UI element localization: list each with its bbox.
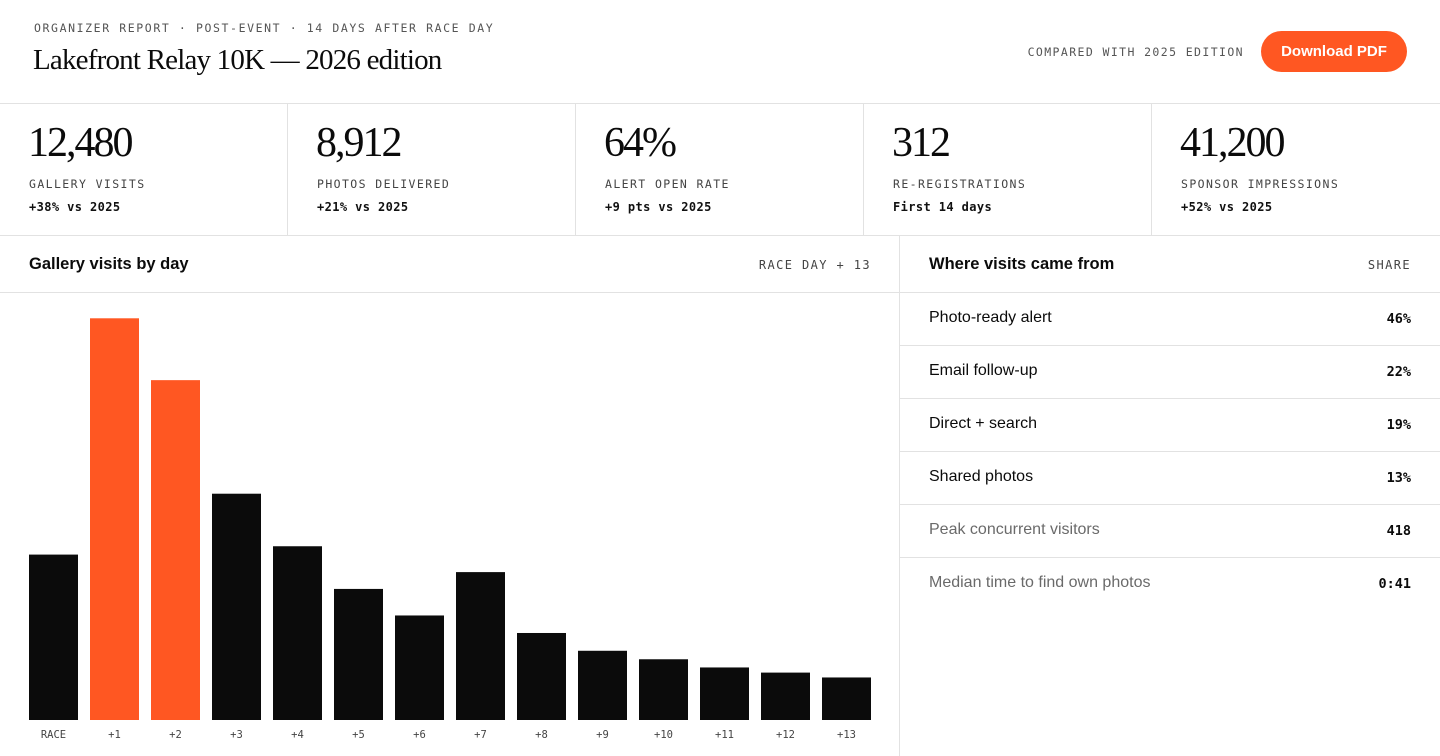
report-eyebrow: ORGANIZER REPORT · POST-EVENT · 14 DAYS … — [34, 21, 495, 35]
source-row-direct-search: Direct + search 19% — [900, 399, 1440, 452]
source-label: Direct + search — [929, 415, 1038, 432]
x-tick-label: +9 — [596, 729, 609, 741]
x-tick-label: +8 — [535, 729, 548, 741]
share-column-label: SHARE — [1367, 258, 1411, 272]
stat-value: 0:41 — [1378, 576, 1411, 592]
source-label: Photo-ready alert — [929, 309, 1052, 326]
x-tick-label: +7 — [474, 729, 487, 741]
gallery-visits-panel: Gallery visits by day RACE DAY + 13 RACE… — [0, 236, 900, 756]
kpi-value: 12,480 — [28, 120, 133, 166]
x-tick-label: +6 — [413, 729, 426, 741]
source-share: 22% — [1386, 364, 1411, 380]
bar-plus-1 — [90, 318, 139, 720]
kpi-sponsor-impressions: 41,200 SPONSOR IMPRESSIONS +52% vs 2025 — [1152, 104, 1440, 235]
kpi-gallery-visits: 12,480 GALLERY VISITS +38% vs 2025 — [0, 104, 288, 235]
kpi-value: 312 — [892, 120, 951, 166]
visit-sources-panel: Where visits came from SHARE Photo-ready… — [900, 236, 1440, 756]
kpi-label: ALERT OPEN RATE — [605, 177, 730, 191]
kpi-delta: +9 pts vs 2025 — [605, 200, 712, 214]
comparison-label: COMPARED WITH 2025 EDITION — [1027, 45, 1244, 59]
stat-label: Median time to find own photos — [929, 574, 1151, 591]
kpi-label: GALLERY VISITS — [29, 177, 146, 191]
source-row-email-follow-up: Email follow-up 22% — [900, 346, 1440, 399]
x-tick-label: +5 — [352, 729, 365, 741]
gallery-visits-chart: RACE +1 +2 +3 +4 +5 +6 +7 +8 +9 +10 +11 +12 +13 — [29, 318, 871, 741]
kpi-alert-open-rate: 64% ALERT OPEN RATE +9 pts vs 2025 — [576, 104, 864, 235]
stat-value: 418 — [1386, 523, 1411, 539]
bar-race — [29, 554, 78, 720]
x-tick-label: +13 — [837, 729, 856, 741]
bar-plus-2 — [151, 380, 200, 720]
x-tick-label: +2 — [169, 729, 182, 741]
kpi-delta: +52% vs 2025 — [1181, 200, 1273, 214]
stat-row-median-find-time: Median time to find own photos 0:41 — [900, 558, 1440, 611]
kpi-value: 64% — [604, 120, 677, 166]
bar-plus-6 — [395, 615, 444, 720]
source-share: 19% — [1386, 417, 1411, 433]
bar-plus-10 — [639, 659, 688, 720]
kpi-strip: 12,480 GALLERY VISITS +38% vs 2025 8,912… — [0, 104, 1440, 236]
bar-plus-11 — [700, 667, 749, 720]
bar-plus-12 — [761, 672, 810, 720]
bar-plus-4 — [273, 546, 322, 720]
source-label: Email follow-up — [929, 362, 1038, 379]
x-tick-label: +12 — [776, 729, 795, 741]
x-tick-label: +3 — [230, 729, 243, 741]
x-tick-label: +1 — [108, 729, 121, 741]
bar-plus-7 — [456, 572, 505, 720]
source-row-shared-photos: Shared photos 13% — [900, 452, 1440, 505]
chart-panel-header: Gallery visits by day RACE DAY + 13 — [0, 236, 899, 293]
bar-plus-5 — [334, 588, 383, 720]
kpi-label: RE-REGISTRATIONS — [893, 177, 1027, 191]
source-row-photo-ready-alert: Photo-ready alert 46% — [900, 293, 1440, 346]
kpi-label: PHOTOS DELIVERED — [317, 177, 451, 191]
source-share: 13% — [1386, 470, 1411, 486]
x-tick-label: +4 — [291, 729, 304, 741]
kpi-delta: +38% vs 2025 — [29, 200, 121, 214]
report-header: ORGANIZER REPORT · POST-EVENT · 14 DAYS … — [0, 0, 1440, 104]
chart-title: Gallery visits by day — [29, 255, 189, 273]
sources-title: Where visits came from — [929, 255, 1115, 273]
source-share: 46% — [1386, 311, 1411, 327]
bar-plus-13 — [822, 677, 871, 720]
kpi-value: 41,200 — [1180, 120, 1285, 166]
kpi-re-registrations: 312 RE-REGISTRATIONS First 14 days — [864, 104, 1152, 235]
x-tick-label: +10 — [654, 729, 673, 741]
bar-plus-8 — [517, 632, 566, 720]
kpi-label: SPONSOR IMPRESSIONS — [1181, 177, 1340, 191]
download-pdf-button[interactable]: Download PDF — [1261, 31, 1407, 72]
stat-label: Peak concurrent visitors — [929, 521, 1100, 538]
bar-plus-3 — [212, 493, 261, 720]
sources-header: Where visits came from SHARE — [900, 236, 1440, 293]
page-title: Lakefront Relay 10K — 2026 edition — [33, 44, 442, 76]
x-tick-label: +11 — [715, 729, 734, 741]
source-label: Shared photos — [929, 468, 1034, 485]
kpi-value: 8,912 — [316, 120, 402, 166]
chart-range-label: RACE DAY + 13 — [758, 258, 871, 272]
kpi-delta: +21% vs 2025 — [317, 200, 409, 214]
x-tick-label: RACE — [41, 729, 66, 741]
kpi-photos-delivered: 8,912 PHOTOS DELIVERED +21% vs 2025 — [288, 104, 576, 235]
kpi-delta: First 14 days — [893, 200, 993, 214]
bar-plus-9 — [578, 650, 627, 720]
stat-row-peak-concurrent: Peak concurrent visitors 418 — [900, 505, 1440, 558]
